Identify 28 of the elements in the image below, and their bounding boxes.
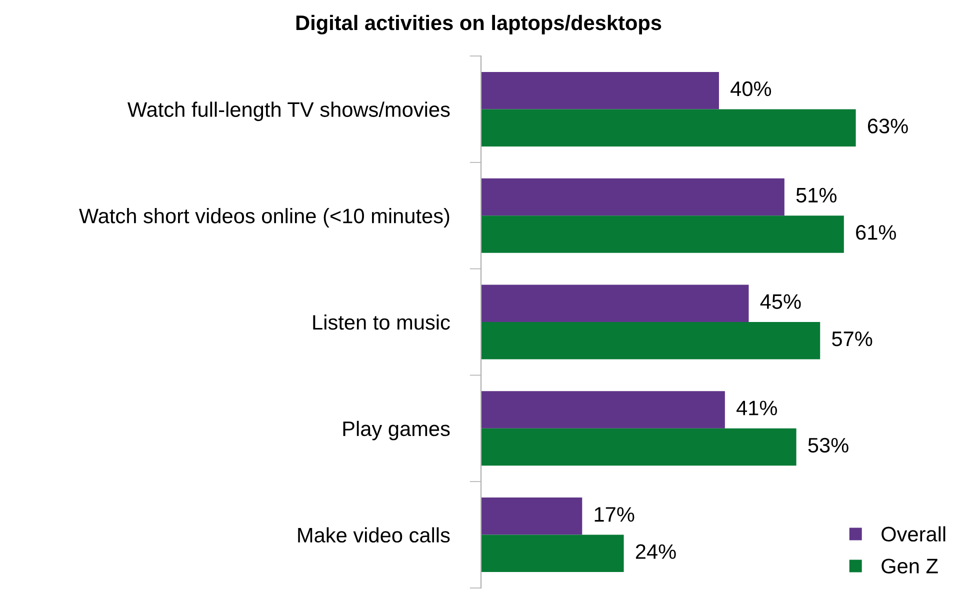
bar <box>481 216 844 253</box>
bar <box>481 72 719 110</box>
data-label: 41% <box>736 400 777 416</box>
y-tick-label: Watch full-length TV shows/movies <box>128 102 450 122</box>
legend-label: Overall <box>882 526 946 542</box>
bar <box>481 534 624 572</box>
bar <box>481 178 784 216</box>
y-tick-label: Play games <box>343 420 450 440</box>
bar <box>481 284 749 322</box>
bar <box>481 391 725 428</box>
data-label: 63% <box>868 118 908 134</box>
legend-label: Gen Z <box>882 558 938 574</box>
data-label: 51% <box>796 188 836 203</box>
data-label: 57% <box>832 332 872 346</box>
bar <box>481 322 820 360</box>
bar <box>481 498 582 535</box>
bar <box>481 428 796 466</box>
data-label: 17% <box>594 507 634 522</box>
data-label: 61% <box>856 225 896 240</box>
y-tick-label: Watch short videos online (<10 minutes) <box>79 208 450 228</box>
data-label: 53% <box>808 438 848 453</box>
bar <box>481 109 856 146</box>
chart-title: Digital activities on laptops/desktops <box>296 14 662 34</box>
y-tick-label: Listen to music <box>313 314 450 330</box>
data-label: 45% <box>760 294 801 309</box>
data-label: 24% <box>636 544 676 559</box>
data-label: 40% <box>730 81 772 96</box>
y-tick-label: Make video calls <box>298 527 450 543</box>
